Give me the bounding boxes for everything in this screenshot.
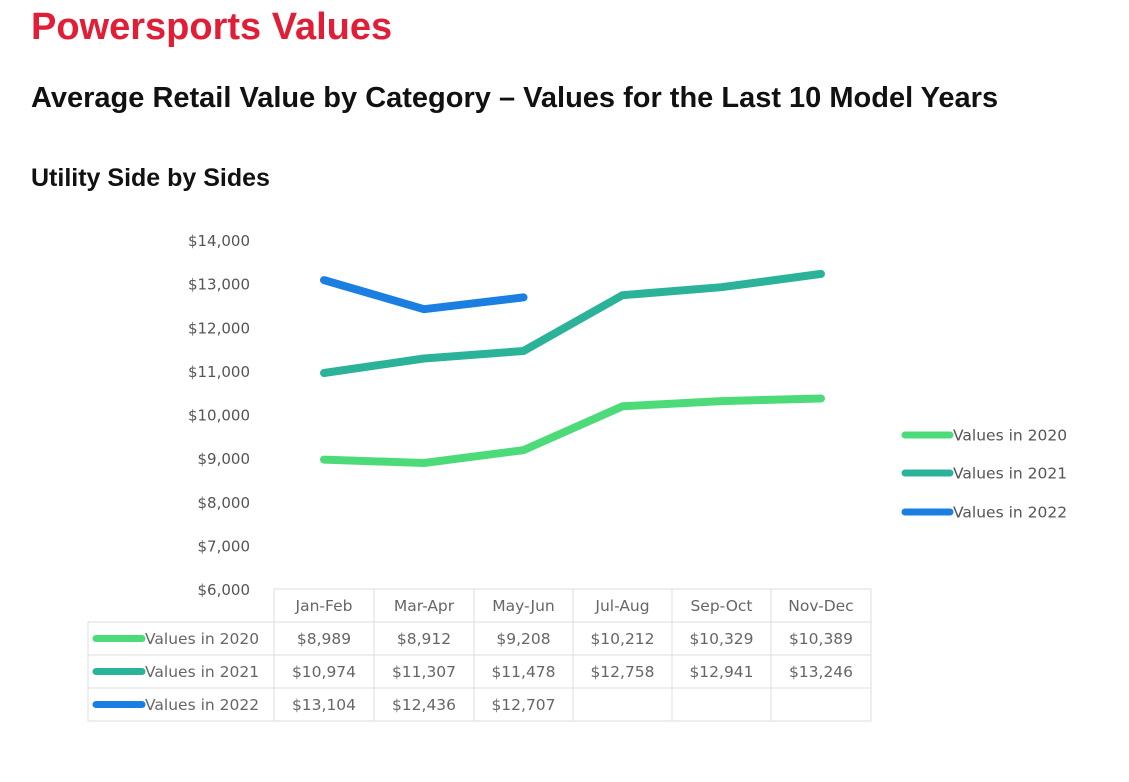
table-header-cell: Mar-Apr [394, 597, 455, 615]
series-line-2 [320, 269, 825, 377]
table-header-cell: Jul-Aug [594, 597, 649, 615]
legend-entry: Values in 2022 [953, 504, 1067, 522]
table-row-label: Values in 2020 [145, 630, 259, 648]
table-header-cell: May-Jun [492, 597, 554, 615]
legend: Values in 2020 Values in 2021 Values in 20… [901, 427, 1067, 522]
legend-entry: Values in 2020 [953, 427, 1067, 445]
table-value-cell: $12,436 [392, 696, 456, 714]
table-value-cell: $8,912 [397, 630, 451, 648]
table-value-cell: $9,208 [496, 630, 550, 648]
table-value-cell: $12,707 [491, 696, 555, 714]
table-header-cell: Jan-Feb [295, 597, 353, 615]
series-line-3 [320, 276, 528, 314]
y-tick-label: $11,000 [188, 363, 250, 381]
table-value-cell: $10,329 [689, 630, 753, 648]
chart-subtitle: Average Retail Value by Category – Value… [31, 82, 999, 114]
table-header-cell: Sep-Oct [690, 597, 752, 615]
plot-area [320, 269, 825, 467]
y-tick-label: $14,000 [188, 232, 250, 250]
section-title: Utility Side by Sides [31, 164, 270, 192]
table-value-cell: $13,104 [292, 696, 356, 714]
legend-entry: Values in 2021 [953, 465, 1067, 483]
data-table: Jan-Feb Mar-Apr May-Jun Jul-Aug Sep-Oct Nov-D… [87, 588, 872, 722]
table-value-cell: $10,212 [590, 630, 654, 648]
table-value-cell: $12,941 [689, 663, 753, 681]
y-tick-label: $7,000 [198, 537, 251, 555]
y-tick-label: $9,000 [198, 450, 251, 468]
table-value-cell: $10,389 [789, 630, 853, 648]
y-tick-label: $12,000 [188, 319, 250, 337]
y-tick-label: $8,000 [198, 494, 251, 512]
table-value-cell: $11,478 [491, 663, 555, 681]
y-tick-label: $10,000 [188, 407, 250, 425]
y-tick-label: $6,000 [198, 581, 251, 599]
y-tick-label: $13,000 [188, 276, 250, 294]
table-value-cell: $8,989 [297, 630, 351, 648]
table-row-label: Values in 2021 [145, 663, 259, 681]
table-row-label: Values in 2022 [145, 696, 259, 714]
y-axis: $14,000 $13,000 $12,000 $11,000 $10,000 $9,00… [188, 232, 250, 599]
table-value-cell: $11,307 [392, 663, 456, 681]
table-value-cell: $13,246 [789, 663, 853, 681]
table-value-cell: $12,758 [590, 663, 654, 681]
table-header-cell: Nov-Dec [788, 597, 853, 615]
page-title: Powersports Values [31, 6, 393, 48]
table-value-cell: $10,974 [292, 663, 356, 681]
series-line-1 [320, 394, 825, 467]
